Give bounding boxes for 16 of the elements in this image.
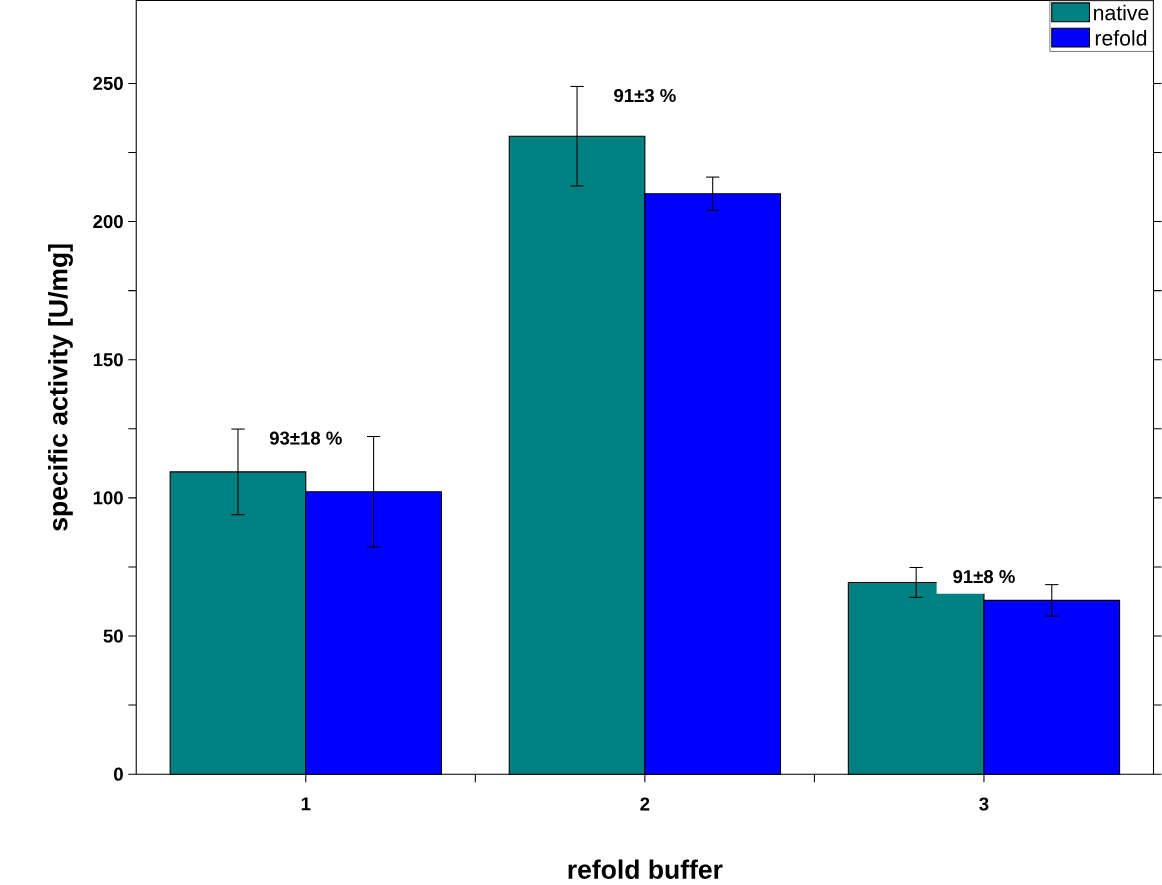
annotation: 91±3 % <box>614 89 676 103</box>
legend-label: native <box>1094 4 1149 21</box>
x-tick-label: 3 <box>979 797 989 811</box>
y-axis-title: specific activity [U/mg] <box>48 244 73 532</box>
annotation: 93±18 % <box>269 431 342 445</box>
y-tick-label: 100 <box>93 491 123 505</box>
y-tick-label: 250 <box>93 77 123 91</box>
legend-label: refold <box>1095 30 1147 46</box>
x-axis-title: refold buffer <box>568 859 723 880</box>
y-tick-label: 150 <box>93 353 123 367</box>
annotation: 91±8 % <box>953 570 1015 584</box>
x-tick-label: 1 <box>301 797 311 811</box>
y-tick-label: 200 <box>93 215 123 229</box>
y-tick-label: 50 <box>103 629 123 643</box>
y-tick-label: 0 <box>114 767 123 781</box>
x-tick-label: 2 <box>640 797 650 811</box>
